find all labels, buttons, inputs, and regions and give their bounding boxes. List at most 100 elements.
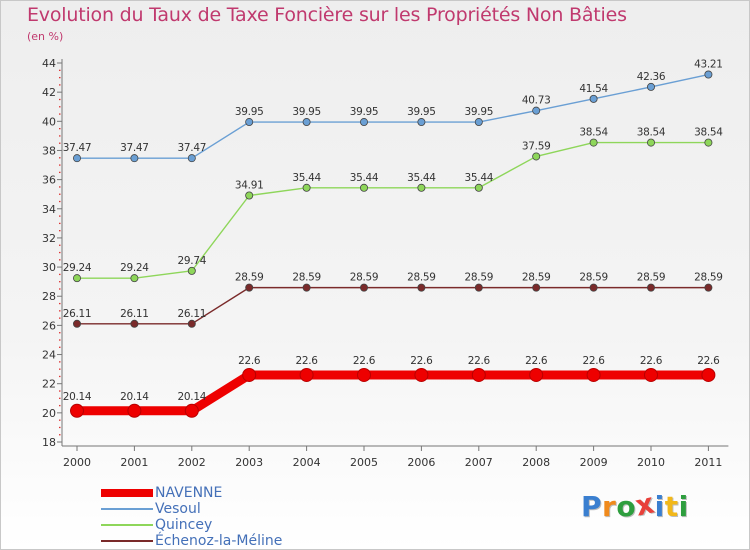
y-minor-tick (59, 404, 61, 407)
data-point-navenne (242, 367, 257, 382)
data-point-vesoul (532, 106, 541, 115)
data-label-vesoul: 41.54 (579, 83, 608, 95)
data-point-echenoz-la-meline (359, 283, 368, 292)
y-minor-tick (59, 310, 61, 312)
series-line-vesoul (76, 73, 710, 159)
data-point-echenoz-la-meline (704, 283, 713, 292)
data-label-echenoz-la-meline: 26.11 (120, 308, 149, 320)
y-minor-tick (59, 157, 61, 159)
chart-axes: 18 20 22 24 26 28 30 32 34 36 38 40 42 44 2000 2001 2002… (42, 57, 729, 469)
data-point-vesoul (187, 154, 196, 163)
data-point-vesoul (589, 94, 598, 103)
y-minor-tick (59, 222, 61, 225)
data-labels-layer: 37.47 37.47 37.47 39.95 39.95 39.95 39.95 39.95… (63, 59, 724, 403)
y-axis-unit: (en %) (27, 30, 64, 43)
data-point-navenne (586, 367, 601, 382)
y-minor-tick (59, 244, 61, 246)
y-tick-label: 22 (42, 378, 56, 391)
data-label-echenoz-la-meline: 26.11 (178, 308, 207, 320)
data-label-vesoul: 39.95 (235, 106, 264, 118)
x-tick-label: 2005 (350, 456, 378, 469)
y-minor-tick (59, 288, 61, 290)
data-point-vesoul (359, 118, 368, 127)
data-point-vesoul (704, 70, 713, 79)
data-point-navenne (414, 367, 429, 382)
data-label-quincey: 29.24 (120, 262, 149, 274)
data-label-quincey: 35.44 (407, 172, 436, 184)
data-point-navenne (70, 403, 84, 418)
logo-letter: o (616, 490, 637, 523)
data-label-quincey: 38.54 (694, 127, 723, 139)
y-minor-tick (59, 171, 61, 174)
series-layer (70, 70, 716, 418)
legend-label-vesoul: Vesoul (155, 501, 201, 517)
logo-letter: r (602, 490, 617, 523)
data-point-quincey (647, 138, 656, 147)
data-point-navenne (127, 403, 142, 418)
data-label-navenne: 22.6 (697, 355, 720, 367)
x-tick-label: 2003 (235, 456, 263, 469)
data-point-echenoz-la-meline (302, 283, 311, 292)
y-minor-tick (59, 142, 61, 144)
y-minor-tick (59, 346, 61, 348)
data-label-quincey: 37.59 (522, 140, 551, 152)
data-label-echenoz-la-meline: 28.59 (350, 272, 379, 284)
data-point-vesoul (130, 154, 139, 163)
data-label-echenoz-la-meline: 28.59 (292, 272, 321, 284)
data-point-vesoul (73, 154, 82, 163)
data-point-echenoz-la-meline (417, 283, 426, 292)
data-label-navenne: 20.14 (178, 391, 207, 403)
data-label-navenne: 22.6 (583, 355, 606, 367)
y-minor-tick (59, 127, 61, 130)
series-line-navenne (72, 370, 713, 416)
data-point-vesoul (417, 118, 426, 127)
y-minor-tick (59, 281, 61, 283)
data-point-echenoz-la-meline (647, 283, 656, 292)
x-tick-label: 2007 (465, 456, 493, 469)
x-tick-label: 2001 (120, 456, 148, 469)
data-point-echenoz-la-meline (474, 283, 483, 292)
x-tick-label: 2000 (63, 456, 91, 469)
data-point-navenne (471, 367, 486, 382)
y-minor-tick (59, 135, 61, 137)
data-point-quincey (704, 138, 713, 147)
logo-letter: i (678, 490, 689, 523)
y-minor-tick (59, 113, 61, 115)
data-label-vesoul: 37.47 (63, 142, 92, 154)
y-minor-tick (59, 375, 61, 378)
y-minor-tick (59, 273, 61, 276)
data-label-quincey: 29.74 (178, 255, 207, 267)
data-point-quincey (359, 183, 368, 192)
data-label-quincey: 35.44 (350, 172, 379, 184)
data-point-echenoz-la-meline (73, 319, 82, 328)
data-label-navenne: 22.6 (296, 355, 319, 367)
legend-label-navenne: NAVENNE (155, 485, 223, 501)
data-label-navenne: 22.6 (468, 355, 491, 367)
y-minor-tick (59, 76, 61, 79)
series-line-quincey (76, 141, 710, 279)
data-label-vesoul: 39.95 (407, 106, 436, 118)
y-minor-tick (59, 368, 61, 370)
data-point-quincey (245, 191, 254, 200)
y-tick-label: 28 (42, 290, 56, 303)
data-label-navenne: 20.14 (63, 391, 92, 403)
data-label-navenne: 22.6 (640, 355, 663, 367)
y-tick-label: 24 (42, 349, 56, 362)
y-minor-tick (59, 361, 61, 363)
logo-letter: i (654, 490, 665, 523)
data-label-navenne: 22.6 (410, 355, 433, 367)
x-tick-label: 2002 (178, 456, 206, 469)
y-minor-tick (59, 259, 61, 261)
data-label-quincey: 38.54 (579, 127, 608, 139)
y-minor-tick (59, 302, 61, 305)
y-minor-tick (59, 69, 61, 71)
data-point-echenoz-la-meline (130, 319, 139, 328)
data-point-quincey (589, 138, 598, 147)
data-point-echenoz-la-meline (187, 319, 196, 328)
data-label-navenne: 22.6 (525, 355, 548, 367)
data-label-vesoul: 37.47 (120, 142, 149, 154)
y-tick-label: 44 (42, 57, 56, 70)
data-label-quincey: 29.24 (63, 262, 92, 274)
y-minor-tick (59, 186, 61, 188)
